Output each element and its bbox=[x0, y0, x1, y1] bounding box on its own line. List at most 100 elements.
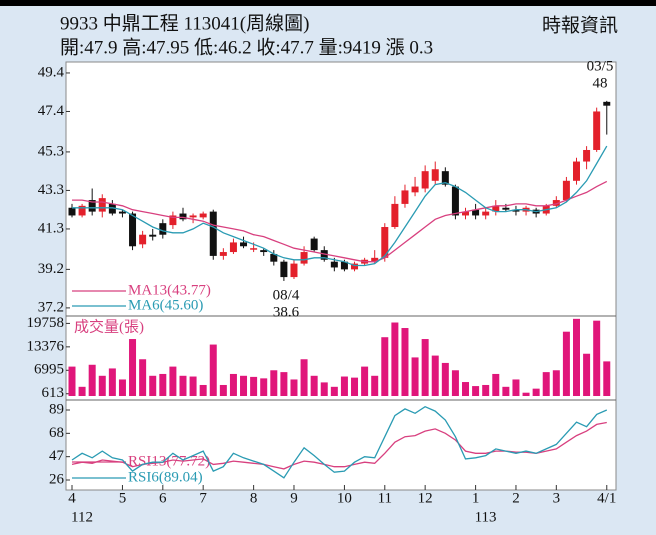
line bbox=[71, 405, 608, 479]
candle-body bbox=[421, 171, 429, 189]
volume-bar bbox=[199, 384, 207, 396]
volume-bar bbox=[240, 375, 248, 396]
volume-bar bbox=[441, 362, 449, 396]
volume-bar bbox=[169, 366, 177, 396]
x-tick-label: 6 bbox=[159, 490, 167, 506]
x-tick-label: 3 bbox=[553, 490, 561, 506]
candle-body bbox=[310, 238, 318, 251]
volume-bar bbox=[532, 388, 540, 396]
candle-body bbox=[118, 211, 126, 214]
volume-bar bbox=[229, 373, 237, 396]
top-bar bbox=[0, 0, 656, 6]
candle-body bbox=[159, 223, 167, 235]
volume-bar bbox=[290, 379, 298, 396]
y-tick-label: 43.3 bbox=[38, 182, 64, 198]
x-tick-label: 8 bbox=[250, 490, 258, 506]
candle-body bbox=[330, 261, 338, 268]
volume-bar bbox=[492, 373, 500, 396]
candle-body bbox=[603, 101, 611, 106]
candle-body bbox=[583, 149, 591, 162]
candle-body bbox=[593, 111, 601, 150]
plot-area bbox=[65, 61, 617, 491]
volume-bar bbox=[472, 386, 480, 396]
volume-bar bbox=[149, 375, 157, 396]
candle-body bbox=[381, 227, 389, 258]
volume-bar bbox=[139, 359, 147, 396]
y-tick-label: 613 bbox=[42, 385, 65, 401]
volume-bar bbox=[411, 357, 419, 396]
volume-legend: 成交量(張) bbox=[74, 317, 144, 335]
candle-body bbox=[391, 203, 399, 228]
volume-bar bbox=[108, 368, 116, 396]
candle-body bbox=[108, 203, 116, 214]
candle-body bbox=[451, 186, 459, 216]
y-tick-label: 89 bbox=[49, 401, 64, 417]
volume-bar bbox=[88, 364, 96, 396]
volume-bar bbox=[462, 382, 470, 396]
candle-body bbox=[260, 250, 268, 253]
candle-body bbox=[441, 171, 449, 185]
legend-entry: RSI6(89.04) bbox=[128, 469, 203, 485]
y-tick-label: 13376 bbox=[27, 338, 65, 354]
x-tick-label: 5 bbox=[119, 490, 127, 506]
volume-bar bbox=[391, 322, 399, 396]
y-tick-label: 39.2 bbox=[38, 261, 64, 277]
legend-entry: MA6(45.60) bbox=[128, 297, 203, 313]
candle-body bbox=[250, 248, 258, 250]
volume-bar bbox=[562, 331, 570, 396]
candle-body bbox=[573, 161, 580, 181]
candle-body bbox=[209, 211, 217, 256]
candle-body bbox=[229, 242, 237, 253]
candle-body bbox=[482, 211, 490, 216]
volume-bar bbox=[189, 376, 197, 396]
low-date: 08/4 bbox=[273, 287, 300, 303]
volume-bar bbox=[330, 386, 338, 396]
volume-bar bbox=[371, 375, 379, 396]
x-tick-label: 4 bbox=[68, 490, 76, 506]
volume-bar bbox=[300, 359, 308, 396]
year-label: 113 bbox=[475, 509, 497, 525]
candle-body bbox=[270, 253, 278, 262]
volume-bar bbox=[512, 379, 520, 396]
candle-body bbox=[502, 207, 510, 210]
candle-body bbox=[492, 205, 500, 212]
volume-bar bbox=[260, 378, 268, 396]
line bbox=[72, 145, 608, 267]
candle-body bbox=[139, 234, 147, 245]
x-tick-label: 7 bbox=[199, 490, 207, 506]
volume-bar bbox=[381, 337, 389, 396]
volume-bar bbox=[482, 384, 490, 396]
candle-body bbox=[78, 205, 86, 216]
volume-bar bbox=[502, 386, 510, 396]
x-tick-label: 10 bbox=[337, 490, 352, 506]
candle-body bbox=[98, 198, 106, 212]
y-tick-label: 6995 bbox=[34, 362, 64, 378]
low-value: 38.6 bbox=[273, 304, 300, 320]
candle-body bbox=[68, 207, 76, 216]
y-tick-label: 49.4 bbox=[38, 64, 65, 80]
volume-bar bbox=[603, 361, 611, 396]
volume-bar bbox=[573, 318, 580, 396]
volume-bar bbox=[583, 353, 591, 396]
y-tick-label: 41.3 bbox=[38, 220, 64, 236]
volume-bar bbox=[351, 377, 359, 396]
candle-body bbox=[88, 200, 96, 212]
candle-body bbox=[179, 213, 187, 220]
y-tick-label: 19758 bbox=[27, 315, 65, 331]
y-tick-label: 68 bbox=[49, 425, 64, 441]
volume-bar bbox=[280, 372, 288, 396]
high-value: 48 bbox=[593, 75, 608, 91]
y-tick-label: 45.3 bbox=[38, 143, 64, 159]
line bbox=[72, 180, 608, 263]
volume-bar bbox=[270, 370, 278, 396]
year-label: 112 bbox=[71, 509, 93, 525]
y-tick-label: 37.2 bbox=[38, 299, 64, 315]
candle-body bbox=[280, 261, 288, 278]
candle-body bbox=[340, 261, 348, 270]
volume-bar bbox=[320, 382, 328, 396]
volume-bar bbox=[421, 339, 429, 396]
candle-body bbox=[290, 263, 298, 278]
volume-bar bbox=[159, 373, 167, 396]
y-tick-label: 47.4 bbox=[38, 103, 65, 119]
